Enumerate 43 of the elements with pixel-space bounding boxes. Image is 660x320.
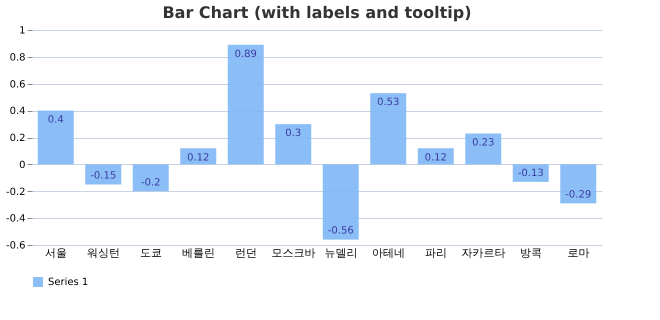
data-label: 0.12 (187, 152, 210, 164)
data-label: -0.56 (328, 226, 354, 237)
legend-label: Series 1 (48, 277, 88, 288)
data-label: 0.4 (48, 114, 64, 126)
data-label: -0.2 (140, 177, 161, 188)
y-tick-label: 0 (19, 160, 26, 171)
y-tick-label: -0.4 (6, 214, 26, 225)
x-tick-label: 워싱턴 (86, 246, 120, 260)
x-tick-label: 뉴델리 (324, 246, 358, 260)
data-label: -0.29 (565, 189, 592, 200)
bar (132, 164, 169, 192)
data-label: 0.3 (285, 128, 302, 140)
x-tick-label: 아테네 (372, 246, 405, 260)
y-tick-label: 0.6 (10, 79, 26, 90)
data-label: -0.15 (90, 170, 116, 182)
bar (228, 44, 264, 164)
y-tick-label: 0.2 (10, 133, 26, 144)
x-tick-label: 모스크바 (271, 246, 316, 260)
x-tick-label: 로마 (567, 246, 590, 260)
x-tick-label: 파리 (424, 246, 447, 260)
bar (370, 93, 406, 164)
y-tick-label: 0.4 (10, 106, 26, 118)
x-tick-label: 방콕 (520, 246, 542, 260)
bar (38, 110, 74, 164)
data-label: 0.12 (424, 152, 447, 164)
data-label: 0.53 (377, 97, 400, 108)
y-tick-label: 0.8 (10, 52, 26, 64)
data-label: -0.13 (518, 168, 544, 179)
x-tick-label: 서울 (44, 246, 67, 260)
x-tick-label: 베를린 (182, 246, 215, 260)
y-tick-label: -0.2 (6, 186, 26, 198)
data-label: 0.23 (472, 137, 494, 148)
x-tick-label: 런던 (234, 246, 257, 260)
y-tick-label: -0.6 (6, 240, 26, 252)
chart-title: Bar Chart (with labels and tooltip) (162, 3, 472, 22)
x-tick-label: 자카르타 (461, 246, 506, 260)
bar (465, 133, 502, 164)
bar (275, 124, 312, 164)
bar (560, 164, 596, 204)
y-tick-label: 1 (19, 26, 26, 36)
x-tick-label: 도쿄 (140, 246, 162, 260)
data-label: 0.89 (234, 48, 257, 60)
bar (322, 164, 359, 240)
